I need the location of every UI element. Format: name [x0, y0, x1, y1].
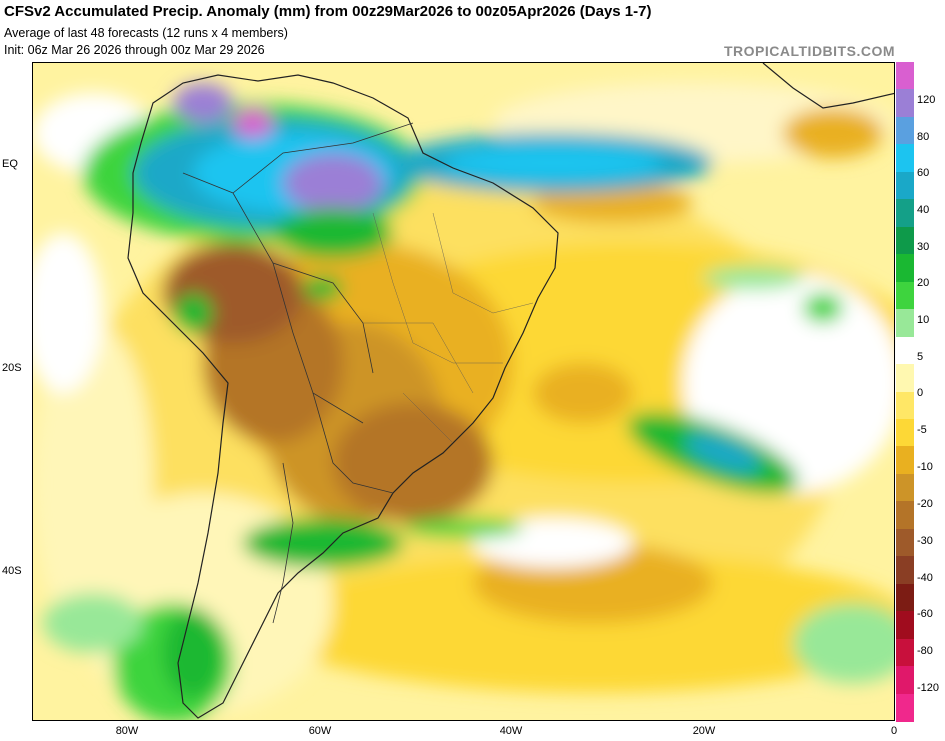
lat-label-eq: EQ [2, 158, 18, 170]
south-america-coastline [127, 74, 559, 719]
colorbar-tick-label: 10 [917, 314, 930, 326]
colorbar-segment [896, 611, 914, 640]
colorbar-tick-label: -40 [917, 572, 933, 584]
colorbar-segment [896, 171, 914, 200]
colorbar-segment [896, 281, 914, 310]
precip-anomaly-map [32, 62, 895, 721]
lon-label-80w: 80W [115, 725, 139, 737]
colorbar-tick-label: -80 [917, 645, 933, 657]
colorbar-segment [896, 89, 914, 118]
colorbar-segment [896, 226, 914, 255]
colorbar-segment [896, 254, 914, 283]
colorbar-tick-label: 0 [917, 387, 924, 399]
country-borders [182, 122, 414, 624]
colorbar-segment [896, 144, 914, 173]
lat-label-20s: 20S [2, 362, 22, 374]
colorbar-segment [896, 418, 914, 447]
lat-label-40s: 40S [2, 565, 22, 577]
colorbar-segment [896, 693, 914, 722]
lon-label-40w: 40W [499, 725, 523, 737]
colorbar-segment [896, 116, 914, 145]
colorbar-segment [896, 364, 914, 393]
colorbar-segment [896, 199, 914, 228]
colorbar-segment [896, 556, 914, 585]
colorbar-segment [896, 446, 914, 475]
map-canvas [33, 63, 894, 720]
colorbar-tick-label: -20 [917, 498, 933, 510]
colorbar-tick-label: 40 [917, 204, 930, 216]
chart-title: CFSv2 Accumulated Precip. Anomaly (mm) f… [4, 3, 652, 20]
colorbar-tick-label: 20 [917, 277, 930, 289]
colorbar-segment [896, 583, 914, 612]
colorbar-tick-label: -5 [917, 424, 927, 436]
colorbar-tick-label: -10 [917, 461, 933, 473]
chart-subtitle-init: Init: 06z Mar 26 2026 through 00z Mar 29… [4, 43, 265, 57]
colorbar-segment [896, 62, 914, 91]
colorbar-tick-label: 80 [917, 131, 930, 143]
colorbar-segment [896, 528, 914, 557]
colorbar-segment [896, 336, 914, 365]
colorbar-segment [896, 638, 914, 667]
africa-coastline [762, 63, 894, 109]
state-borders [363, 212, 534, 444]
colorbar-tick-label: -60 [917, 608, 933, 620]
colorbar-segment [896, 473, 914, 502]
colorbar-tick-label: -30 [917, 535, 933, 547]
chart-subtitle-ensemble: Average of last 48 forecasts (12 runs x … [4, 26, 288, 40]
colorbar-tick-label: 30 [917, 241, 930, 253]
colorbar-segment [896, 501, 914, 530]
brand-watermark: TROPICALTIDBITS.COM [723, 43, 895, 59]
colorbar-segment [896, 309, 914, 338]
colorbar-tick-label: -120 [917, 682, 940, 694]
lon-label-20w: 20W [692, 725, 716, 737]
colorbar-tick-label: 60 [917, 167, 930, 179]
colorbar-tick-label: 5 [917, 351, 924, 363]
colorbar-segment [896, 666, 914, 695]
colorbar-segment [896, 391, 914, 420]
lon-label-0: 0 [890, 725, 898, 737]
colorbar-tick-label: 120 [917, 94, 936, 106]
colorbar [896, 62, 914, 722]
lon-label-60w: 60W [308, 725, 332, 737]
